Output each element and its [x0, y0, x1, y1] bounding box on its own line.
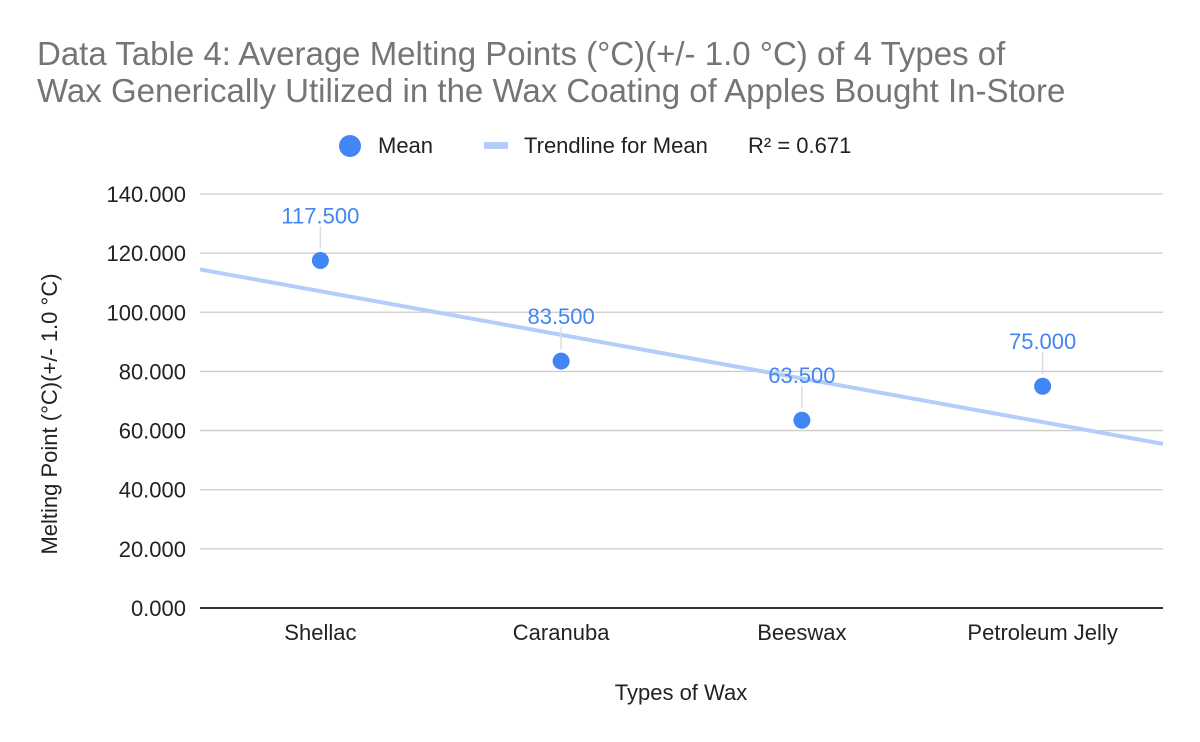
y-tick-label: 60.000 — [119, 419, 186, 444]
legend-mean-label: Mean — [378, 133, 433, 158]
data-points — [311, 252, 1052, 429]
legend: Mean Trendline for Mean R² = 0.671 — [339, 133, 851, 158]
data-label: 83.500 — [527, 304, 594, 329]
y-tick-label: 40.000 — [119, 478, 186, 503]
y-tick-label: 120.000 — [106, 241, 186, 266]
trendline-layer — [199, 267, 1164, 446]
y-tick-label: 140.000 — [106, 182, 186, 207]
x-tick-label: Petroleum Jelly — [967, 620, 1117, 645]
data-labels: 117.500 83.500 63.500 75.000 — [281, 204, 1076, 409]
legend-mean-marker — [339, 135, 361, 157]
y-tick-label: 20.000 — [119, 537, 186, 562]
x-axis-title: Types of Wax — [615, 680, 747, 705]
y-tick-label: 100.000 — [106, 300, 186, 325]
data-point — [793, 411, 811, 429]
legend-r2-label: R² = 0.671 — [748, 133, 851, 158]
x-tick-label: Caranuba — [513, 620, 610, 645]
data-point — [1034, 377, 1052, 395]
data-point — [552, 352, 570, 370]
data-label: 117.500 — [281, 204, 359, 229]
data-point — [311, 252, 329, 270]
trendline — [199, 267, 1164, 446]
y-axis-title: Melting Point (°C)(+/- 1.0 °C) — [37, 273, 62, 554]
data-label: 75.000 — [1009, 329, 1076, 354]
x-tick-label: Beeswax — [757, 620, 846, 645]
y-tick-label: 80.000 — [119, 359, 186, 384]
y-axis-ticks: 0.000 20.000 40.000 60.000 80.000 100.000 120.… — [106, 182, 186, 621]
data-label: 63.500 — [768, 363, 835, 388]
y-tick-label: 0.000 — [131, 596, 186, 621]
legend-trendline-label: Trendline for Mean — [524, 133, 708, 158]
chart-title-line-2: Wax Generically Utilized in the Wax Coat… — [37, 72, 1065, 109]
x-tick-label: Shellac — [284, 620, 356, 645]
x-axis-ticks: Shellac Caranuba Beeswax Petroleum Jelly — [284, 620, 1118, 645]
chart-title-line-1: Data Table 4: Average Melting Points (°C… — [37, 35, 1006, 72]
legend-trendline-marker — [484, 142, 508, 149]
grid-lines — [200, 193, 1163, 609]
